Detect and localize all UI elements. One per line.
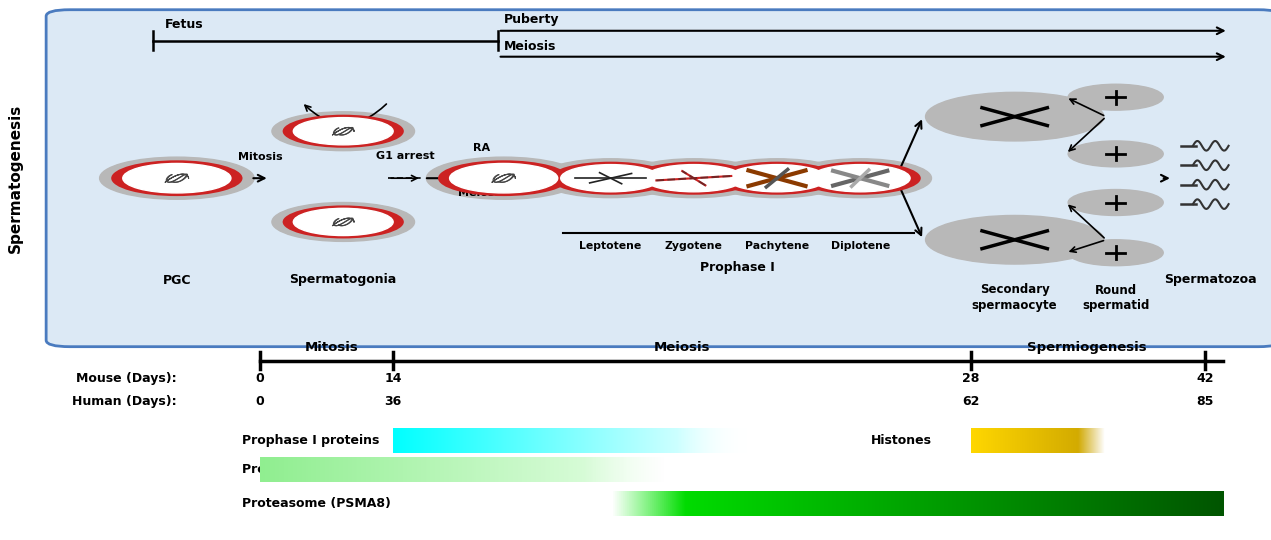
Circle shape: [1068, 84, 1163, 110]
Text: Proteasome (PSMA8): Proteasome (PSMA8): [243, 497, 391, 510]
Circle shape: [427, 157, 581, 199]
Text: PGC: PGC: [163, 273, 191, 287]
Text: G1 arrest: G1 arrest: [376, 151, 435, 161]
Circle shape: [925, 215, 1103, 264]
Circle shape: [282, 205, 404, 239]
Circle shape: [727, 165, 827, 192]
Text: Puberty: Puberty: [503, 13, 559, 26]
Circle shape: [705, 159, 848, 198]
Circle shape: [1068, 141, 1163, 167]
Text: Meiosis: Meiosis: [458, 188, 505, 198]
Text: 42: 42: [1196, 372, 1214, 384]
Text: Mitosis: Mitosis: [238, 152, 282, 163]
Circle shape: [111, 160, 243, 196]
Text: 36: 36: [385, 395, 402, 408]
Text: 0: 0: [255, 372, 264, 384]
Circle shape: [644, 165, 744, 192]
Circle shape: [925, 92, 1103, 141]
Text: 62: 62: [962, 395, 980, 408]
Text: Fetus: Fetus: [165, 18, 203, 31]
Circle shape: [294, 118, 393, 145]
Text: Meiosis: Meiosis: [653, 341, 710, 354]
Text: Spermiogenesis: Spermiogenesis: [1027, 341, 1146, 354]
Text: Spermatogenesis: Spermatogenesis: [8, 104, 23, 253]
Circle shape: [789, 159, 932, 198]
Circle shape: [799, 161, 920, 195]
Circle shape: [282, 114, 404, 148]
Text: Spermatogonia: Spermatogonia: [290, 273, 397, 287]
Text: Pachytene: Pachytene: [745, 241, 810, 252]
Text: RA: RA: [473, 143, 489, 153]
Text: Proteasome (PSMA7): Proteasome (PSMA7): [243, 463, 391, 476]
Text: 14: 14: [384, 372, 402, 384]
Circle shape: [623, 159, 765, 198]
Circle shape: [450, 164, 558, 193]
Text: Histones: Histones: [871, 434, 932, 447]
Circle shape: [633, 161, 755, 195]
Text: Secondary
spermaocyte: Secondary spermaocyte: [972, 284, 1057, 312]
Text: Round
spermatid: Round spermatid: [1082, 284, 1149, 312]
Circle shape: [272, 112, 414, 151]
Text: Meiosis: Meiosis: [503, 40, 555, 53]
Text: 28: 28: [962, 372, 980, 384]
Text: Zygotene: Zygotene: [665, 241, 723, 252]
Circle shape: [1068, 240, 1163, 266]
Circle shape: [294, 208, 393, 235]
Text: 0: 0: [255, 395, 264, 408]
Text: 85: 85: [1196, 395, 1214, 408]
Text: Human (Days):: Human (Days):: [72, 395, 177, 408]
Circle shape: [272, 202, 414, 241]
FancyBboxPatch shape: [46, 10, 1271, 347]
Circle shape: [561, 165, 661, 192]
Text: Leptotene: Leptotene: [580, 241, 642, 252]
Circle shape: [99, 157, 254, 199]
Text: Diplotene: Diplotene: [830, 241, 890, 252]
Text: Prophase I proteins: Prophase I proteins: [243, 434, 380, 447]
Circle shape: [1068, 190, 1163, 215]
Circle shape: [438, 160, 569, 196]
Circle shape: [811, 165, 910, 192]
Circle shape: [550, 161, 671, 195]
Circle shape: [717, 161, 838, 195]
Circle shape: [123, 164, 231, 193]
Circle shape: [539, 159, 683, 198]
Text: Spermatozoa: Spermatozoa: [1164, 273, 1257, 287]
Text: Mouse (Days):: Mouse (Days):: [76, 372, 177, 384]
Text: Mitosis: Mitosis: [305, 341, 358, 354]
Text: Prophase I: Prophase I: [700, 260, 775, 274]
